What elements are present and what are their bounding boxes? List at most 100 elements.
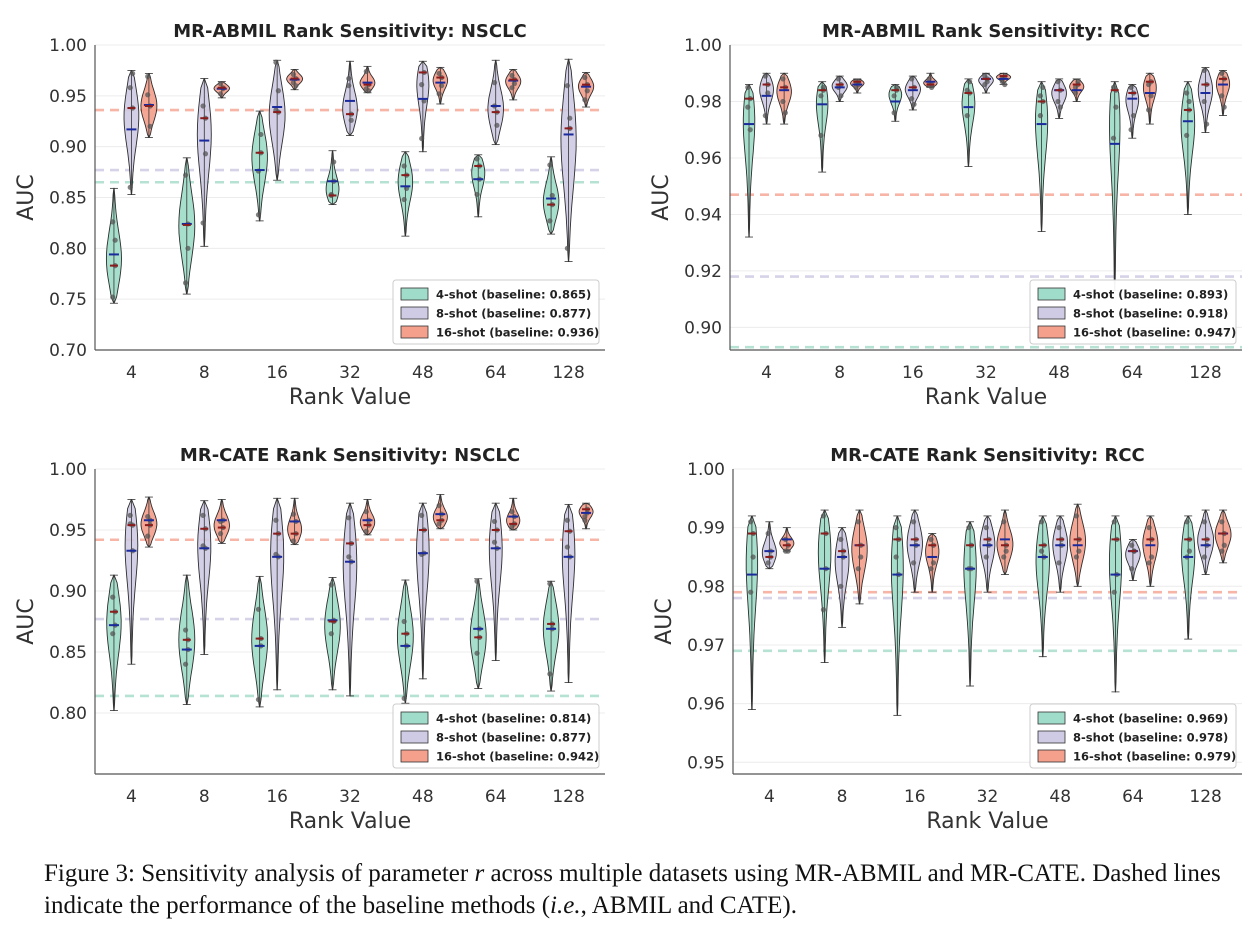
data-point xyxy=(436,70,442,77)
data-point xyxy=(147,123,153,129)
data-point xyxy=(930,560,937,566)
data-point xyxy=(983,554,989,560)
legend: 4-shot (baseline: 0.814) 8-shot (baseline… xyxy=(392,703,600,769)
data-point xyxy=(1146,107,1152,113)
data-point xyxy=(1055,79,1061,85)
data-point xyxy=(564,517,570,523)
data-point xyxy=(1184,90,1190,96)
data-point xyxy=(745,84,751,90)
data-point xyxy=(346,515,352,521)
data-point xyxy=(1111,519,1117,525)
y-tick-label: 0.75 xyxy=(49,290,87,310)
data-point xyxy=(1056,560,1062,566)
data-point xyxy=(511,81,517,87)
data-point xyxy=(967,79,973,85)
data-point xyxy=(983,525,989,531)
data-point xyxy=(838,583,844,589)
data-point xyxy=(401,618,407,625)
data-point xyxy=(474,650,480,656)
y-tick-label: 1.00 xyxy=(687,460,725,480)
data-point xyxy=(1055,98,1061,105)
x-axis-label: Rank Value xyxy=(926,809,1048,834)
data-point xyxy=(474,156,480,162)
data-point xyxy=(1148,93,1154,99)
data-point xyxy=(110,294,116,300)
data-point xyxy=(1113,104,1119,110)
data-point xyxy=(1057,104,1063,110)
figure-caption: Figure 3: Sensitivity analysis of parame… xyxy=(44,858,1254,922)
legend-swatch-4shot xyxy=(1037,711,1066,725)
data-point xyxy=(436,521,442,527)
data-point xyxy=(1201,98,1207,105)
legend-label: 8-shot (baseline: 0.877) xyxy=(436,307,591,321)
data-point xyxy=(928,536,934,542)
data-point xyxy=(438,83,445,89)
data-point xyxy=(491,80,498,86)
chart-title: MR-CATE Rank Sensitivity: NSCLC xyxy=(180,445,520,466)
data-point xyxy=(348,117,354,123)
data-point xyxy=(582,517,588,523)
legend-label: 16-shot (baseline: 0.979) xyxy=(1073,750,1236,764)
y-axis-label: AUC xyxy=(649,174,674,221)
legend-box xyxy=(1029,703,1237,769)
x-tick-label: 32 xyxy=(977,787,999,807)
data-point xyxy=(145,73,151,80)
y-tick-label: 0.97 xyxy=(687,636,725,656)
data-point xyxy=(217,91,224,97)
x-tick-label: 8 xyxy=(837,787,848,807)
x-tick-label: 32 xyxy=(339,363,361,383)
y-tick-label: 0.80 xyxy=(49,704,87,724)
data-point xyxy=(966,525,972,531)
x-axis-label: Rank Value xyxy=(925,385,1047,410)
legend: 4-shot (baseline: 0.893) 8-shot (baseline… xyxy=(1029,279,1237,345)
x-tick-label: 16 xyxy=(904,787,926,807)
data-point xyxy=(964,113,970,119)
data-point xyxy=(1003,548,1009,554)
data-point xyxy=(290,511,297,517)
data-point xyxy=(750,554,756,560)
legend-box xyxy=(1029,279,1237,345)
x-tick-label: 32 xyxy=(975,363,997,383)
x-tick-label: 48 xyxy=(1048,363,1070,383)
data-point xyxy=(926,76,932,82)
y-axis-label: AUC xyxy=(652,598,677,645)
data-point xyxy=(290,71,297,78)
chart-panel-1: 0.700.750.800.850.900.951.004 8 16 32 48 64 12… xyxy=(14,21,605,410)
data-point xyxy=(564,245,570,251)
data-point xyxy=(258,131,264,138)
legend-label: 4-shot (baseline: 0.969) xyxy=(1073,712,1228,726)
data-point xyxy=(200,220,206,226)
data-point xyxy=(1073,554,1080,560)
data-point xyxy=(185,245,191,251)
data-point xyxy=(547,218,553,224)
x-tick-label: 64 xyxy=(1122,787,1144,807)
legend-label: 16-shot (baseline: 0.947) xyxy=(1073,326,1236,340)
legend-label: 8-shot (baseline: 0.877) xyxy=(436,731,591,745)
legend-box xyxy=(392,279,600,345)
data-point xyxy=(1201,554,1208,560)
data-point xyxy=(1076,548,1082,554)
data-point xyxy=(401,695,407,701)
data-point xyxy=(893,84,900,90)
data-point xyxy=(275,88,281,94)
data-point xyxy=(127,85,133,91)
data-point xyxy=(401,163,407,169)
data-point xyxy=(509,72,515,79)
y-tick-label: 0.99 xyxy=(687,519,725,539)
data-point xyxy=(858,554,864,560)
data-point xyxy=(909,76,915,82)
data-point xyxy=(1075,79,1081,85)
data-point xyxy=(564,544,570,550)
data-point xyxy=(911,101,917,107)
data-point xyxy=(891,110,897,116)
data-point xyxy=(838,536,844,542)
x-tick-label: 64 xyxy=(1121,363,1143,383)
data-point xyxy=(893,525,899,531)
data-point xyxy=(474,578,480,584)
legend-label: 16-shot (baseline: 0.936) xyxy=(436,326,599,340)
data-point xyxy=(1002,81,1008,88)
data-point xyxy=(782,110,788,116)
data-point xyxy=(909,96,915,102)
x-tick-label: 4 xyxy=(764,787,775,807)
